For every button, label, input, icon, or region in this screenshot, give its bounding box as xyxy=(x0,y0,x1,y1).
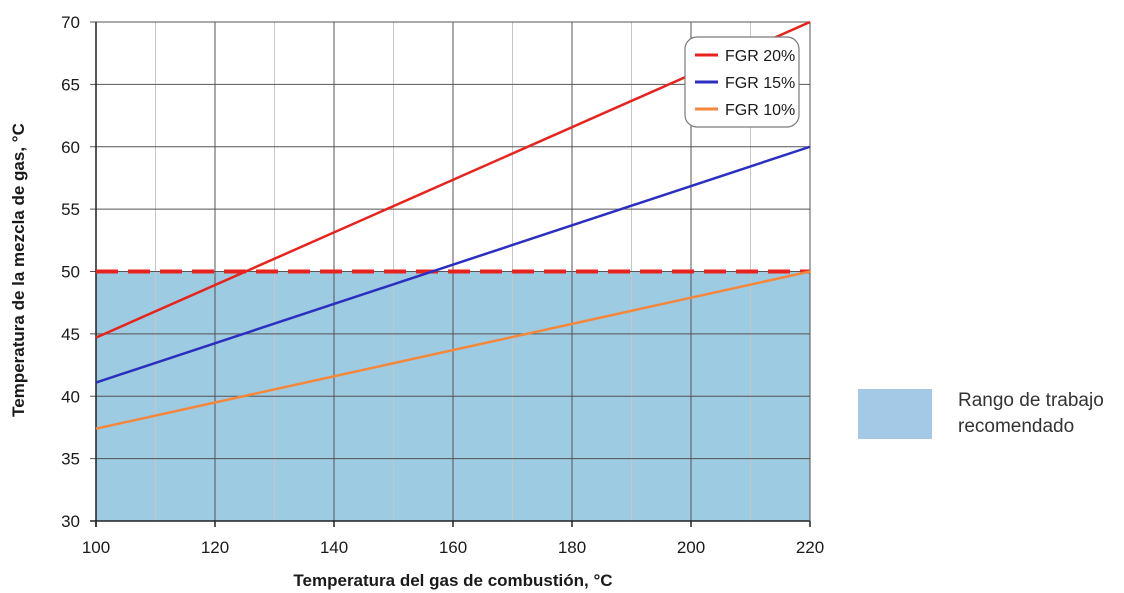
y-tick-label: 50 xyxy=(61,263,80,282)
legend: FGR 20% FGR 15% FGR 10% xyxy=(684,36,800,128)
recommended-range-swatch xyxy=(858,389,932,439)
y-tick-label: 30 xyxy=(61,512,80,531)
y-tick-label: 70 xyxy=(61,13,80,32)
y-tick-label: 65 xyxy=(61,75,80,94)
y-axis-title: Temperatura de la mezcla de gas, °C xyxy=(9,123,28,417)
series-line-3 xyxy=(95,270,811,430)
tick-labels: 100 120 140 160 180 200 220 30 35 40 45 50 55 60 65 70 xyxy=(61,13,824,557)
x-axis-title: Temperatura del gas de combustión, °C xyxy=(293,571,612,590)
x-tick-label: 140 xyxy=(320,538,348,557)
x-tick-label: 200 xyxy=(677,538,705,557)
axes xyxy=(90,22,811,527)
legend-box xyxy=(684,36,800,128)
y-tick-label: 55 xyxy=(61,200,80,219)
recommended-range-label: Rango de trabajo recomendado xyxy=(958,390,1104,437)
x-tick-label: 220 xyxy=(796,538,824,557)
legend-label: FGR 10% xyxy=(725,102,795,119)
series-line-2 xyxy=(95,145,811,384)
x-tick-label: 120 xyxy=(201,538,229,557)
legend-label: FGR 20% xyxy=(725,48,795,65)
y-tick-label: 45 xyxy=(61,325,80,344)
recommended-range-legend: Rango de trabajo recomendado xyxy=(858,388,1118,458)
legend-label: FGR 15% xyxy=(725,75,795,92)
y-tick-label: 35 xyxy=(61,450,80,469)
x-tick-label: 160 xyxy=(439,538,467,557)
y-tick-label: 60 xyxy=(61,138,80,157)
y-tick-label: 40 xyxy=(61,387,80,406)
x-tick-label: 100 xyxy=(82,538,110,557)
x-tick-label: 180 xyxy=(558,538,586,557)
